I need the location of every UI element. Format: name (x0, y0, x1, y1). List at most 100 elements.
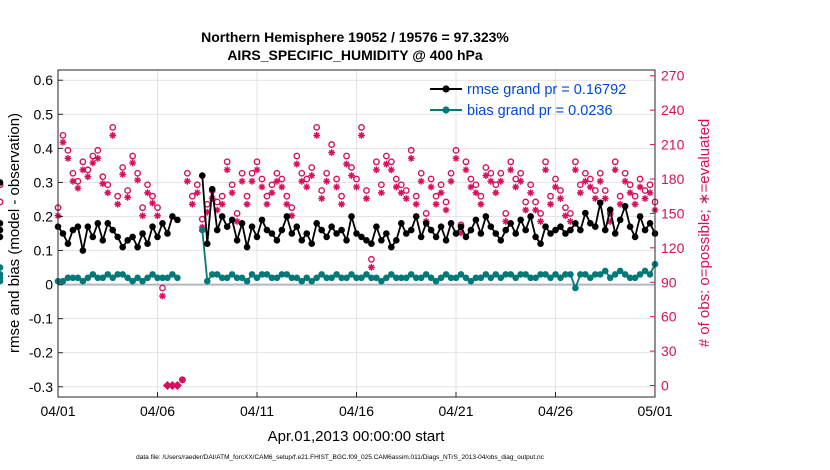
bias-point (572, 284, 579, 292)
rmse-point (437, 223, 445, 230)
obs-evaluated-marker (293, 160, 301, 168)
obs-possible-marker (268, 181, 276, 189)
bias-point (388, 271, 395, 278)
bias-point (273, 274, 281, 282)
obs-possible-marker (547, 192, 554, 200)
rmse-point (84, 223, 92, 230)
bias-point (104, 271, 112, 278)
obs-evaluated-marker (238, 177, 246, 185)
rmse-point (59, 230, 67, 237)
obs-possible-marker (586, 175, 594, 183)
obs-evaluated-marker (84, 173, 92, 181)
rmse-point (512, 230, 519, 237)
obs-possible-marker (427, 175, 435, 183)
rmse-point (587, 219, 594, 227)
bias-point (437, 274, 445, 282)
obs-evaluated-marker (59, 138, 67, 146)
obs-possible-marker (144, 181, 151, 189)
rmse-point (407, 226, 415, 234)
obs-evaluated-marker (253, 166, 261, 174)
bias-point (333, 271, 340, 278)
bias-point (84, 274, 92, 282)
obs-possible-marker (243, 192, 251, 200)
obs-evaluated-marker (64, 154, 72, 162)
bias-point (174, 274, 181, 282)
bias-point (69, 274, 77, 282)
y-left-tick-label: 0.1 (34, 243, 54, 259)
bias-point (552, 271, 559, 278)
bias-point (383, 274, 390, 282)
x-tick-label: 04/26 (538, 403, 573, 419)
bias-point (447, 274, 455, 282)
obs-possible-marker (532, 198, 539, 206)
obs-evaluated-marker (452, 154, 460, 162)
bias-point (636, 271, 644, 278)
rmse-point (238, 219, 246, 227)
obs-possible-marker (616, 192, 624, 200)
obs-possible-marker (392, 175, 400, 183)
rmse-point (462, 233, 470, 241)
bias-point (432, 277, 440, 285)
rmse-point (164, 230, 171, 237)
y-right-tick-label: 210 (661, 137, 685, 153)
y-right-tick-label: 120 (661, 240, 685, 256)
rmse-point (174, 216, 181, 224)
bias-point (522, 271, 529, 278)
obs-evaluated-marker (338, 200, 345, 208)
obs-evaluated-marker (74, 184, 82, 192)
bias-point (0, 264, 4, 271)
bias-point (373, 274, 380, 282)
obs-possible-marker (377, 181, 385, 189)
obs-possible-marker (104, 181, 112, 189)
rmse-point (402, 230, 410, 237)
obs-evaluated-marker (308, 172, 316, 179)
obs-evaluated-marker (437, 189, 445, 197)
bias-point (248, 271, 256, 278)
rmse-point (397, 219, 405, 227)
obs-evaluated-marker (467, 183, 475, 191)
bias-point (0, 271, 4, 278)
bias-point (596, 271, 604, 278)
rmse-point (522, 226, 529, 234)
rmse-point (218, 213, 226, 220)
bias-point (487, 274, 495, 282)
obs-evaluated-marker (502, 218, 510, 225)
bias-point (477, 274, 485, 282)
rmse-point (313, 219, 321, 227)
obs-evaluated-marker (278, 183, 286, 191)
obs-possible-marker (149, 192, 156, 200)
obs-evaluated-marker (497, 177, 505, 185)
obs-possible-marker (631, 192, 639, 200)
y-right-tick-label: 150 (661, 205, 685, 221)
bias-point (348, 271, 355, 278)
rmse-point (577, 226, 584, 234)
obs-evaluated-marker (542, 166, 549, 174)
bias-point (397, 274, 405, 282)
bias-point (139, 277, 146, 285)
bias-point (313, 274, 321, 282)
rmse-point (109, 226, 117, 234)
bias-point (582, 271, 589, 278)
obs-evaluated-marker (328, 149, 336, 157)
obs-evaluated-marker (377, 189, 385, 197)
rmse-point (283, 213, 291, 220)
obs-evaluated-marker (631, 200, 639, 208)
rmse-point (542, 223, 549, 230)
rmse-point (492, 230, 500, 237)
obs-possible-marker (278, 175, 286, 183)
y-left-tick-label: -0.1 (29, 311, 53, 327)
obs-possible-marker (467, 175, 475, 183)
rmse-point (393, 237, 400, 244)
bias-point (646, 271, 654, 278)
obs-evaluated-marker (263, 200, 271, 208)
obs-possible-marker (387, 158, 395, 166)
obs-evaluated-marker (104, 189, 112, 197)
obs-evaluated-marker (303, 183, 311, 191)
obs-evaluated-marker (562, 212, 569, 220)
bias-point (268, 274, 276, 282)
y-right-tick-label: 90 (661, 274, 677, 290)
bias-point (368, 274, 375, 282)
bias-point (238, 274, 246, 282)
rmse-point (552, 226, 559, 234)
bias-point (467, 277, 475, 285)
